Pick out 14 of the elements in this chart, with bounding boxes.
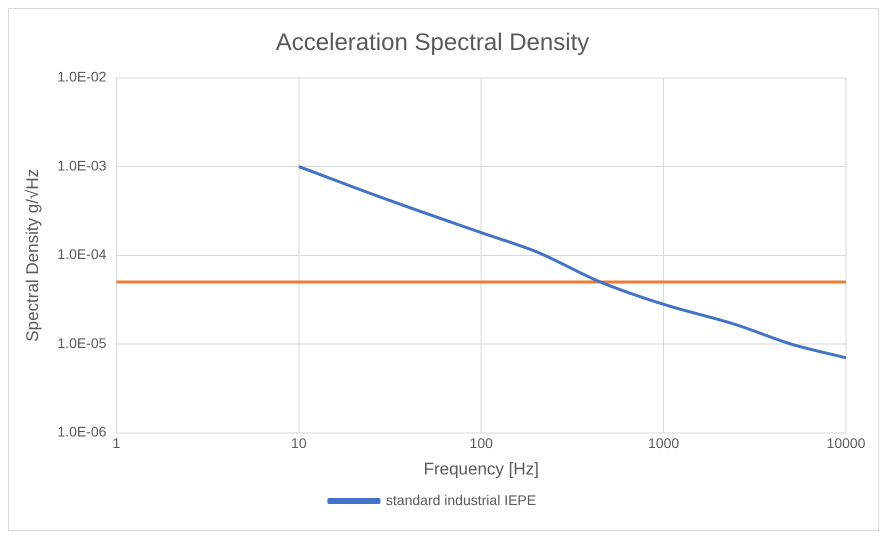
y-tick-label: 1.0E-04 (57, 246, 107, 262)
y-tick-label: 1.0E-06 (57, 424, 107, 440)
x-tick-label: 1 (112, 435, 121, 452)
x-tick-label: 1000 (648, 435, 680, 452)
chart-title: Acceleration Spectral Density (276, 29, 590, 56)
x-tick-label: 10 (291, 435, 307, 452)
y-tick-label: 1.0E-02 (57, 68, 107, 85)
y-tick-label: 1.0E-03 (57, 157, 107, 174)
x-axis-title: Frequency [Hz] (424, 459, 539, 478)
legend-label: standard industrial IEPE (386, 492, 536, 508)
x-tick-label: 10000 (826, 435, 866, 452)
y-axis-title: Spectral Density g/√Hz (22, 168, 42, 342)
x-tick-label: 100 (470, 435, 494, 452)
y-tick-label: 1.0E-05 (57, 334, 107, 351)
